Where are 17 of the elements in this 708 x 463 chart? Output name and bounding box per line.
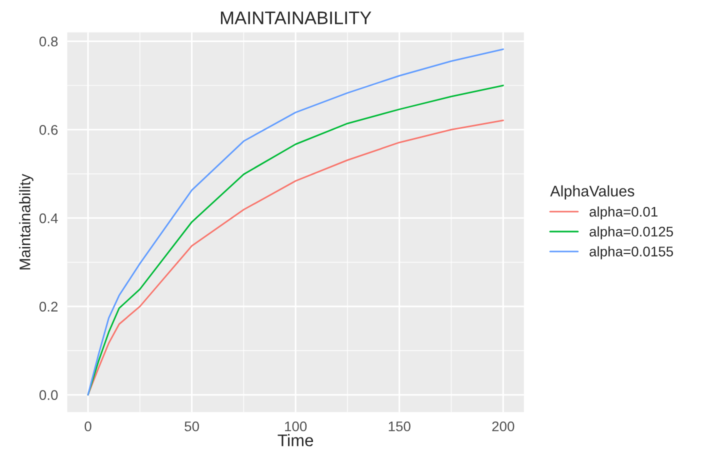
x-tick-label: 0 bbox=[84, 421, 92, 432]
chart-title: MAINTAINABILITY bbox=[220, 12, 372, 24]
x-tick-label: 150 bbox=[388, 421, 410, 432]
legend-label: alpha=0.01 bbox=[590, 206, 658, 220]
y-tick-label: 0.0 bbox=[39, 390, 58, 400]
y-tick-label: 0.8 bbox=[39, 36, 58, 46]
x-tick-label: 100 bbox=[285, 421, 307, 432]
x-tick-label: 50 bbox=[184, 421, 199, 432]
legend-label: alpha=0.0125 bbox=[590, 226, 673, 240]
x-axis-title: Time bbox=[278, 434, 314, 446]
legend-title: AlphaValues bbox=[550, 185, 634, 200]
y-tick-label: 0.4 bbox=[39, 213, 58, 224]
legend-label: alpha=0.0155 bbox=[590, 246, 673, 260]
y-axis-title: Maintainability bbox=[19, 174, 34, 270]
x-tick-label: 200 bbox=[492, 421, 514, 432]
y-tick-label: 0.6 bbox=[39, 124, 58, 135]
y-tick-label: 0.2 bbox=[39, 302, 58, 312]
